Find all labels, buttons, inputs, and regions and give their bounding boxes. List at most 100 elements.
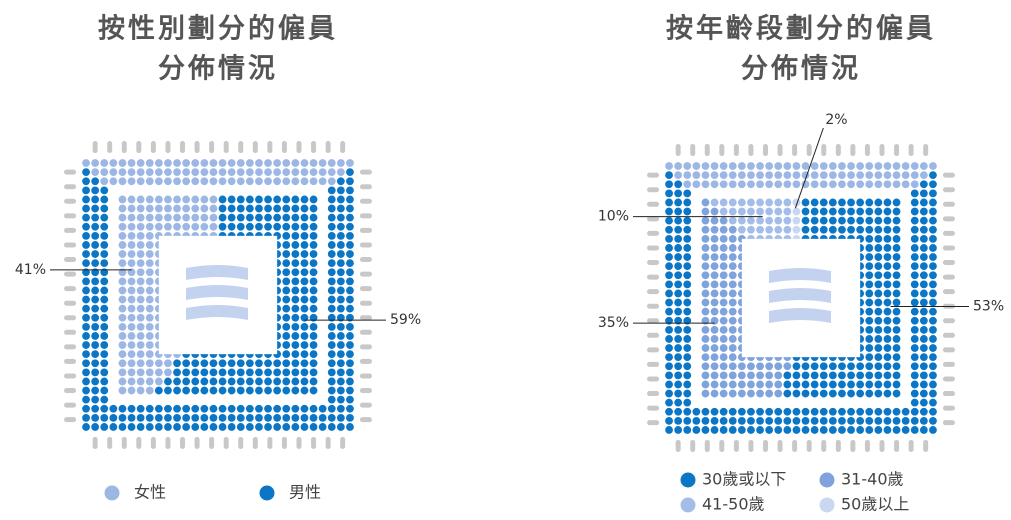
dot	[892, 371, 901, 380]
chart-title: 分佈情況	[741, 53, 861, 85]
pin	[806, 144, 812, 157]
dot	[856, 207, 865, 216]
ring-dot	[710, 407, 719, 416]
dot	[127, 322, 136, 331]
dot	[710, 380, 719, 389]
dot	[865, 362, 874, 371]
ring-dot	[109, 177, 118, 186]
ring-dot	[674, 344, 683, 352]
dot	[118, 231, 127, 240]
pin	[942, 391, 955, 397]
dot	[118, 313, 127, 322]
dot	[728, 225, 737, 234]
pin	[359, 227, 372, 233]
ring-dot	[346, 322, 354, 331]
ring-dot	[783, 416, 792, 425]
ring-dot	[919, 380, 928, 389]
ring-dot	[336, 322, 345, 331]
ring-dot	[674, 353, 683, 362]
dot	[774, 380, 783, 389]
ring-dot	[929, 398, 937, 407]
ring-dot	[109, 413, 118, 422]
dot	[801, 216, 810, 225]
pin	[942, 332, 955, 338]
dot	[182, 368, 191, 377]
dot	[236, 359, 245, 368]
dot	[747, 198, 755, 207]
dot	[291, 268, 300, 277]
ring-dot	[683, 371, 692, 380]
ring-dot	[883, 180, 892, 189]
dot	[200, 386, 209, 395]
dot	[127, 295, 136, 304]
ring-dot	[91, 368, 100, 377]
ring-dot	[910, 298, 919, 307]
ring-dot	[929, 335, 937, 343]
ring-dot	[701, 426, 710, 434]
dot	[874, 253, 883, 261]
ring-dot	[929, 189, 937, 198]
ring-dot	[346, 404, 354, 413]
ring-dot	[154, 168, 163, 177]
ring-dot	[118, 423, 127, 431]
ring-dot	[336, 259, 345, 268]
ring-dot	[327, 286, 336, 295]
ring-dot	[683, 280, 692, 289]
ring-dot	[919, 389, 928, 398]
ring-dot	[910, 180, 919, 189]
ring-dot	[683, 325, 692, 334]
ring-dot	[910, 335, 919, 343]
pin	[209, 141, 215, 154]
ring-dot	[674, 234, 683, 243]
ring-dot	[665, 289, 673, 298]
pin	[879, 439, 885, 452]
dot	[865, 244, 874, 252]
ring-dot	[874, 180, 883, 189]
dot	[164, 377, 172, 386]
dot	[728, 325, 737, 334]
dot	[227, 195, 236, 204]
ring-dot	[929, 307, 937, 316]
ring-dot	[209, 413, 218, 422]
ring-dot	[82, 277, 90, 286]
dot	[145, 286, 154, 295]
ring-dot	[683, 362, 692, 371]
pin	[238, 141, 244, 154]
ring-dot	[346, 395, 354, 404]
dot	[300, 231, 309, 240]
ring-dot	[665, 344, 673, 352]
ring-dot	[810, 407, 819, 416]
dot	[774, 207, 783, 216]
ring-dot	[82, 159, 90, 167]
ring-dot	[227, 177, 236, 186]
dot	[874, 198, 883, 207]
ring-dot	[838, 426, 846, 434]
dot	[865, 253, 874, 261]
ring-dot	[264, 404, 272, 413]
dot	[783, 207, 792, 216]
dot	[255, 359, 263, 368]
dot	[710, 353, 719, 362]
dot	[200, 213, 209, 222]
dot	[255, 195, 263, 204]
pin	[165, 436, 171, 449]
ring-dot	[919, 316, 928, 325]
ring-dot	[82, 286, 90, 295]
dot	[865, 289, 874, 298]
dot	[828, 225, 837, 234]
dot	[701, 380, 710, 389]
ring-dot	[919, 280, 928, 289]
dot	[874, 271, 883, 280]
ring-dot	[665, 389, 673, 398]
ring-dot	[674, 380, 683, 389]
ring-dot	[91, 423, 100, 431]
dot	[719, 234, 728, 243]
ring-dot	[910, 371, 919, 380]
dot	[282, 195, 291, 204]
dot	[291, 350, 300, 359]
dot	[856, 389, 865, 398]
dot	[819, 380, 828, 389]
ring-dot	[127, 413, 136, 422]
pin	[647, 376, 660, 382]
ring-dot	[82, 313, 90, 322]
